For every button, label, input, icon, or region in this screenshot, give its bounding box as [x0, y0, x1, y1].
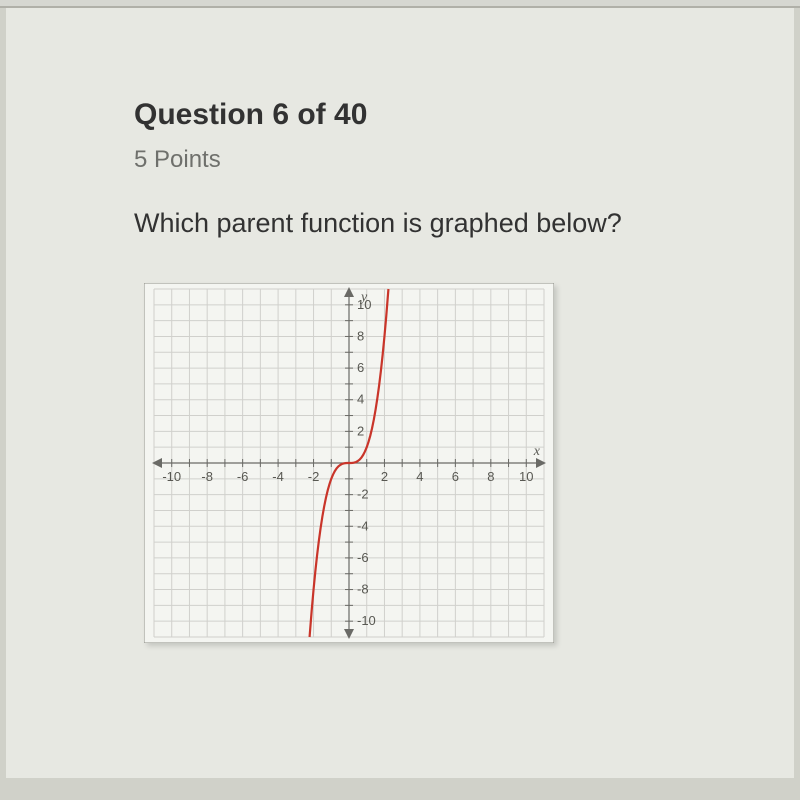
svg-text:10: 10 [519, 469, 533, 484]
svg-text:-2: -2 [308, 469, 320, 484]
svg-text:-8: -8 [201, 469, 213, 484]
question-title: Question 6 of 40 [134, 98, 744, 132]
window-top-border [0, 0, 800, 8]
svg-text:-10: -10 [357, 613, 376, 628]
question-prompt: Which parent function is graphed below? [134, 208, 744, 239]
svg-text:6: 6 [452, 469, 459, 484]
svg-text:4: 4 [416, 469, 423, 484]
svg-text:8: 8 [487, 469, 494, 484]
svg-text:-4: -4 [357, 518, 369, 533]
svg-text:2: 2 [357, 423, 364, 438]
svg-text:2: 2 [381, 469, 388, 484]
svg-text:-10: -10 [162, 469, 181, 484]
svg-text:y: y [359, 290, 368, 305]
svg-text:6: 6 [357, 360, 364, 375]
svg-text:-6: -6 [357, 550, 369, 565]
svg-text:-6: -6 [237, 469, 249, 484]
svg-text:4: 4 [357, 392, 364, 407]
question-points: 5 Points [134, 146, 744, 174]
svg-text:-4: -4 [272, 469, 284, 484]
svg-text:x: x [533, 444, 541, 459]
question-page: Question 6 of 40 5 Points Which parent f… [6, 8, 794, 778]
chart-container: -10-8-6-4-2246810-10-8-6-4-2246810xy [144, 283, 554, 643]
svg-text:-2: -2 [357, 487, 369, 502]
svg-text:8: 8 [357, 328, 364, 343]
svg-text:-8: -8 [357, 582, 369, 597]
function-graph: -10-8-6-4-2246810-10-8-6-4-2246810xy [144, 283, 554, 643]
